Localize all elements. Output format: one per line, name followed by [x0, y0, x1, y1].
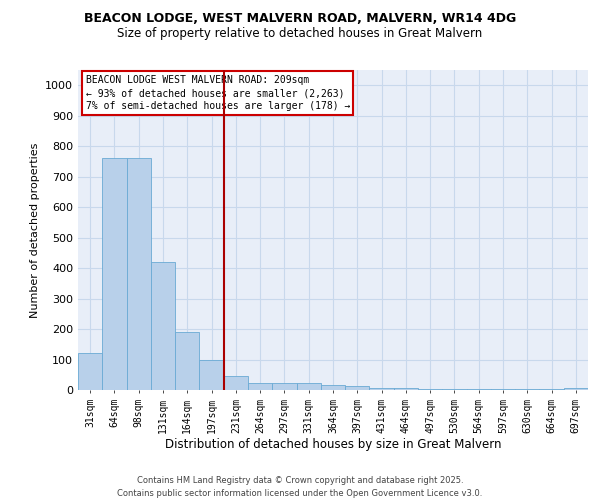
Bar [78, 354, 102, 390]
Bar [102, 158, 127, 390]
X-axis label: Distribution of detached houses by size in Great Malvern: Distribution of detached houses by size … [165, 438, 501, 452]
Text: Size of property relative to detached houses in Great Malvern: Size of property relative to detached ho… [118, 28, 482, 40]
Bar [224, 376, 248, 390]
Bar [248, 384, 272, 390]
Bar [515, 389, 539, 390]
Bar [370, 388, 394, 390]
Bar [564, 388, 588, 390]
Text: BEACON LODGE, WEST MALVERN ROAD, MALVERN, WR14 4DG: BEACON LODGE, WEST MALVERN ROAD, MALVERN… [84, 12, 516, 26]
Bar [539, 389, 564, 390]
Text: BEACON LODGE WEST MALVERN ROAD: 209sqm
← 93% of detached houses are smaller (2,2: BEACON LODGE WEST MALVERN ROAD: 209sqm ←… [86, 75, 350, 111]
Bar [151, 262, 175, 390]
Bar [418, 389, 442, 390]
Bar [442, 389, 467, 390]
Bar [394, 388, 418, 390]
Bar [296, 384, 321, 390]
Y-axis label: Number of detached properties: Number of detached properties [29, 142, 40, 318]
Text: Contains HM Land Registry data © Crown copyright and database right 2025.
Contai: Contains HM Land Registry data © Crown c… [118, 476, 482, 498]
Bar [175, 332, 199, 390]
Bar [272, 384, 296, 390]
Bar [345, 386, 370, 390]
Bar [199, 360, 224, 390]
Bar [467, 389, 491, 390]
Bar [321, 386, 345, 390]
Bar [491, 389, 515, 390]
Bar [127, 158, 151, 390]
